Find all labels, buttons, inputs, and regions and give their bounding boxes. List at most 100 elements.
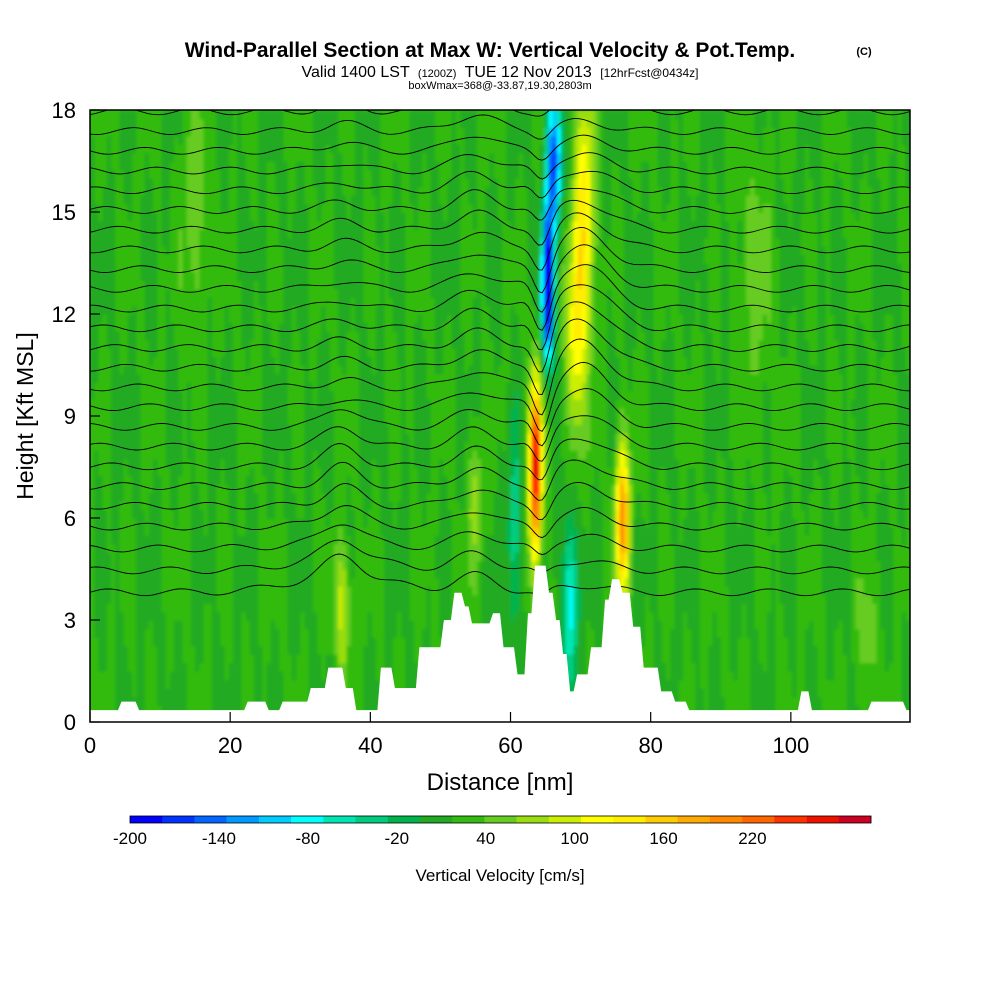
field-cell (375, 620, 381, 630)
field-cell (363, 458, 369, 468)
field-cell (136, 535, 142, 545)
field-cell (300, 688, 306, 698)
field-cell (224, 637, 230, 647)
field-cell (258, 620, 264, 630)
field-cell (367, 203, 373, 213)
field-cell (291, 688, 297, 698)
field-cell (287, 696, 293, 706)
field-cell (157, 212, 163, 222)
field-cell (228, 424, 234, 434)
field-cell (266, 127, 272, 137)
field-cell (363, 356, 369, 366)
field-cell (90, 620, 95, 630)
field-cell (300, 331, 306, 341)
field-cell (317, 526, 323, 536)
field-cell (190, 186, 196, 196)
field-cell (333, 169, 339, 179)
field-cell (165, 144, 171, 154)
field-cell (190, 271, 196, 281)
field-cell (90, 118, 95, 128)
field-cell (325, 603, 331, 613)
field-cell (182, 144, 188, 154)
field-cell (207, 484, 213, 494)
field-cell (304, 229, 310, 239)
field-cell (111, 654, 116, 664)
field-cell (270, 127, 276, 137)
field-cell (153, 416, 159, 426)
field-cell (359, 645, 365, 655)
field-cell (195, 322, 201, 332)
field-cell (254, 518, 259, 528)
field-cell (270, 263, 276, 273)
field-cell (161, 441, 167, 451)
field-cell (203, 237, 209, 247)
field-cell (216, 212, 222, 222)
field-cell (291, 441, 297, 451)
field-cell (224, 467, 230, 477)
field-cell (207, 356, 213, 366)
field-cell (350, 620, 356, 630)
field-cell (279, 365, 285, 375)
field-cell (346, 467, 352, 477)
field-cell (228, 705, 234, 715)
field-cell (275, 645, 280, 655)
field-cell (98, 178, 104, 188)
field-cell (140, 144, 146, 154)
field-cell (249, 144, 255, 154)
field-cell (94, 280, 100, 290)
field-cell (157, 484, 163, 494)
field-cell (283, 237, 289, 247)
field-cell (144, 611, 150, 621)
field-cell (186, 492, 192, 502)
field-cell (174, 271, 180, 281)
field-cell (132, 348, 138, 358)
field-cell (111, 688, 116, 698)
field-cell (245, 118, 251, 128)
field-cell (186, 161, 192, 171)
field-cell (342, 662, 348, 672)
field-cell (157, 118, 163, 128)
field-cell (354, 186, 360, 196)
field-cell (220, 441, 226, 451)
field-cell (127, 662, 133, 672)
field-cell (241, 280, 247, 290)
field-cell (275, 118, 280, 128)
field-cell (220, 373, 226, 383)
field-cell (346, 220, 352, 230)
field-cell (279, 390, 285, 400)
field-cell (123, 679, 129, 689)
field-cell (102, 271, 108, 281)
field-cell (148, 475, 154, 485)
field-cell (178, 620, 184, 630)
field-cell (262, 671, 268, 681)
field-cell (241, 195, 247, 205)
field-cell (119, 254, 125, 264)
field-cell (182, 611, 188, 621)
field-cell (220, 645, 226, 655)
field-cell (254, 577, 259, 587)
field-cell (338, 229, 344, 239)
field-cell (157, 560, 163, 570)
field-cell (220, 229, 226, 239)
field-cell (190, 560, 196, 570)
field-cell (363, 501, 369, 511)
field-cell (186, 543, 192, 553)
field-cell (136, 118, 142, 128)
field-cell (199, 356, 205, 366)
field-cell (132, 110, 138, 120)
field-cell (123, 407, 129, 417)
field-cell (115, 178, 121, 188)
field-cell (94, 203, 100, 213)
field-cell (241, 424, 247, 434)
field-cell (216, 118, 222, 128)
field-cell (140, 331, 146, 341)
field-cell (136, 526, 142, 536)
field-cell (178, 339, 184, 349)
field-cell (144, 254, 150, 264)
field-cell (115, 229, 121, 239)
field-cell (254, 492, 259, 502)
field-cell (329, 305, 335, 315)
field-cell (270, 186, 276, 196)
field-cell (207, 271, 213, 281)
field-cell (375, 543, 381, 553)
